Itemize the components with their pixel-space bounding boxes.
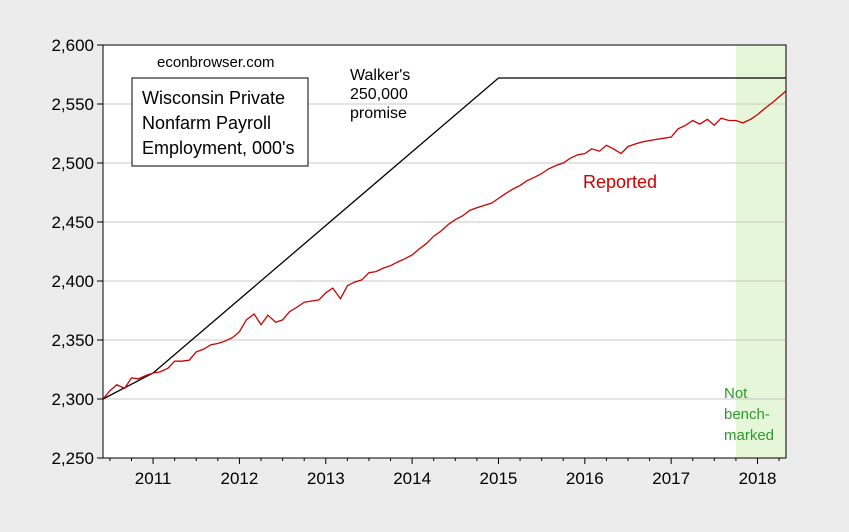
y-tick-label: 2,350 <box>51 331 94 350</box>
reported-series-label: Reported <box>583 172 657 192</box>
x-tick-label: 2016 <box>566 469 604 488</box>
y-tick-label: 2,300 <box>51 390 94 409</box>
x-tick-label: 2013 <box>307 469 345 488</box>
series-layer <box>102 77 787 400</box>
plot-frame <box>102 44 787 459</box>
y-axis: 2,250 2,300 2,350 2,400 2,450 2,500 2,550 2,600 <box>51 36 103 468</box>
series-line-walker-s-250-000-promise <box>102 77 786 400</box>
chart-title: Wisconsin Private Nonfarm Payroll Employme… <box>142 88 295 158</box>
x-tick-label: 2012 <box>221 469 259 488</box>
not-benchmarked-shading <box>735 45 786 458</box>
x-tick-label: 2014 <box>393 469 431 488</box>
y-tick-label: 2,500 <box>51 154 94 173</box>
source-label: econbrowser.com <box>157 54 275 71</box>
x-tick-label: 2017 <box>652 469 690 488</box>
y-tick-label: 2,400 <box>51 272 94 291</box>
x-tick-label: 2015 <box>480 469 518 488</box>
x-tick-label: 2011 <box>135 469 172 488</box>
y-tick-label: 2,250 <box>51 449 94 468</box>
y-tick-label: 2,450 <box>51 213 94 232</box>
title-box: Wisconsin Private Nonfarm Payroll Employme… <box>131 77 309 167</box>
not-benchmarked-label: Not bench-marked <box>724 385 774 444</box>
y-tick-label: 2,600 <box>51 36 94 55</box>
promise-series-label: Walker's 250,000 promise <box>350 67 410 122</box>
x-tick-label: 2018 <box>739 469 777 488</box>
series-line-reported <box>102 90 787 400</box>
y-tick-label: 2,550 <box>51 95 94 114</box>
x-axis: 2011 2012 2013 2014 2015 2016 2017 2018 <box>109 458 780 488</box>
